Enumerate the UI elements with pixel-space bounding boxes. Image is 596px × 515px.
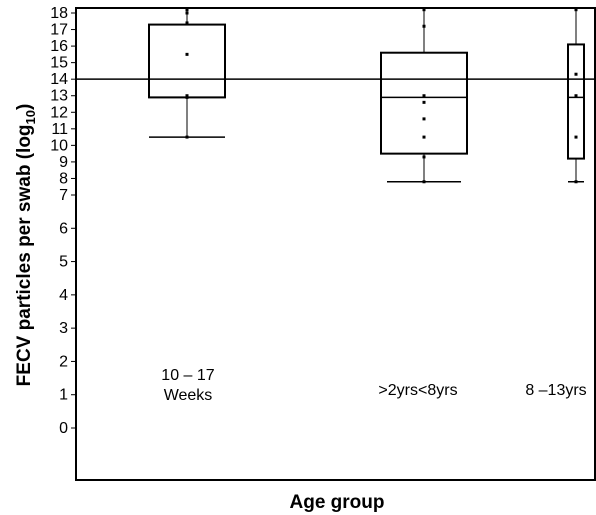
data-point [422,94,426,98]
y-tick-label: 7 [59,187,68,204]
y-axis-title-close: ) [14,104,35,110]
data-point [422,100,426,104]
data-point [422,117,426,121]
box-group [380,8,468,184]
data-point [574,94,578,98]
category-label: >2yrs<8yrs [378,382,457,399]
y-tick-label: 16 [50,38,68,55]
box-group [567,8,585,184]
box-iqr [148,23,226,99]
y-tick-label: 14 [50,71,68,88]
data-point [422,155,426,159]
y-tick-label: 9 [59,154,68,171]
data-point [422,135,426,139]
y-tick-label: 3 [59,320,68,337]
y-tick-label: 12 [50,104,68,121]
data-point [185,8,189,12]
category-label-line: 10 – 17 [161,367,214,384]
y-tick-label: 17 [50,22,68,39]
y-axis-title: FECV particles per swab (log10) [14,104,38,387]
data-point [422,180,426,184]
data-point [422,8,426,12]
data-point [185,135,189,139]
category-label: 10 – 17 Weeks [161,367,214,404]
y-tick-label: 6 [59,220,68,237]
y-tick-label: 4 [59,287,68,304]
y-tick-label: 18 [50,5,68,22]
y-tick-label: 0 [59,420,68,437]
y-tick-label: 13 [50,88,68,105]
y-tick-label: 11 [51,121,68,138]
x-axis-title: Age group [290,492,385,513]
box-group [148,8,226,139]
data-point [185,21,189,25]
category-label-line: 8 –13yrs [525,382,586,399]
y-tick-label: 10 [50,137,68,154]
category-label: 8 –13yrs [525,382,586,399]
data-point [185,94,189,98]
data-point [574,180,578,184]
data-point [574,135,578,139]
data-point [185,52,189,56]
category-label-line: >2yrs<8yrs [378,382,457,399]
data-point [422,24,426,28]
data-point [574,72,578,76]
y-tick-label: 8 [59,170,68,187]
y-tick-label: 1 [59,387,68,404]
data-point [185,11,189,15]
plot-frame [75,7,596,481]
box-iqr [380,51,468,155]
box-iqr [567,43,585,160]
y-axis-title-main: FECV particles per swab (log [14,124,35,386]
y-tick-label: 5 [59,254,68,271]
data-point [185,95,189,99]
y-tick-label: 15 [50,55,68,72]
category-label-line: Weeks [164,387,213,404]
y-tick-label: 2 [59,353,68,370]
data-point [574,8,578,12]
y-axis-title-subscript: 10 [23,110,38,124]
